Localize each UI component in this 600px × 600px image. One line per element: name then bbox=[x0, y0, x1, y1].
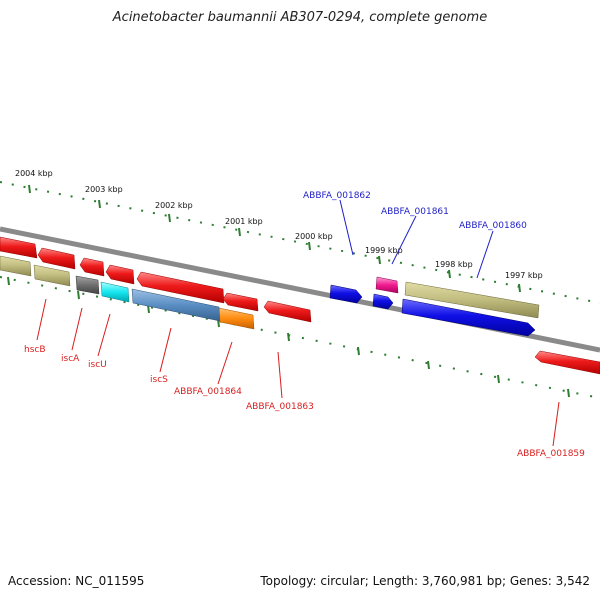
kbp-label: 2004 kbp bbox=[15, 169, 53, 178]
map-title: Acinetobacter baumannii AB307-0294, comp… bbox=[112, 10, 488, 25]
gene-abbfa-001862[interactable] bbox=[329, 284, 363, 304]
gene-label-abbfa-001859: ABBFA_001859 bbox=[517, 449, 585, 459]
gene-abbfa-001863[interactable] bbox=[263, 300, 312, 323]
gene-hscB[interactable] bbox=[0, 236, 38, 259]
inner-ruler bbox=[0, 276, 600, 399]
kbp-label: 1998 kbp bbox=[435, 260, 473, 269]
gene-label-abbfa-001861: ABBFA_001861 bbox=[381, 207, 449, 217]
gene-label-iscs: iscS bbox=[150, 375, 168, 385]
gene-label-abbfa-001860: ABBFA_001860 bbox=[459, 221, 527, 231]
gene-khaki-left[interactable] bbox=[0, 255, 32, 277]
kbp-label: 2002 kbp bbox=[155, 201, 193, 210]
gene-label-hscb: hscB bbox=[24, 345, 46, 355]
kbp-label: 2000 kbp bbox=[295, 232, 333, 241]
kbp-label: 1999 kbp bbox=[365, 246, 403, 255]
gene-label-abbfa-001862: ABBFA_001862 bbox=[303, 191, 371, 201]
gene-abbfa-001864[interactable] bbox=[218, 307, 255, 330]
gene-abbfa-001859[interactable] bbox=[534, 350, 600, 375]
callout-lines bbox=[36, 199, 560, 447]
gene-grey[interactable] bbox=[75, 275, 100, 295]
gene-label-iscu: iscU bbox=[88, 360, 107, 370]
gene-red-small[interactable] bbox=[79, 257, 105, 277]
accession-text: Accession: NC_011595 bbox=[8, 574, 145, 588]
kbp-label: 1997 kbp bbox=[505, 271, 543, 280]
gene-label-isca: iscA bbox=[61, 354, 80, 364]
gene-features bbox=[0, 236, 600, 375]
gene-cyan[interactable] bbox=[100, 281, 130, 303]
kbp-label: 2001 kbp bbox=[225, 217, 263, 226]
kbp-label: 2003 kbp bbox=[85, 185, 123, 194]
outer-ruler bbox=[0, 181, 600, 304]
gene-red-mid[interactable] bbox=[222, 292, 259, 312]
gene-blue-long[interactable] bbox=[401, 298, 536, 337]
gene-khaki-left2[interactable] bbox=[33, 264, 71, 287]
gene-red-small2[interactable] bbox=[105, 264, 135, 285]
genome-summary-text: Topology: circular; Length: 3,760,981 bp… bbox=[260, 574, 590, 588]
gene-label-abbfa-001863: ABBFA_001863 bbox=[246, 402, 314, 412]
gene-red-long[interactable] bbox=[136, 271, 225, 304]
gene-iscA-upper[interactable] bbox=[37, 247, 76, 270]
gene-abbfa-001860[interactable] bbox=[404, 281, 540, 319]
gene-blue-small[interactable] bbox=[372, 293, 394, 310]
gene-abbfa-001861[interactable] bbox=[375, 276, 399, 294]
gene-label-abbfa-001864: ABBFA_001864 bbox=[174, 387, 242, 397]
